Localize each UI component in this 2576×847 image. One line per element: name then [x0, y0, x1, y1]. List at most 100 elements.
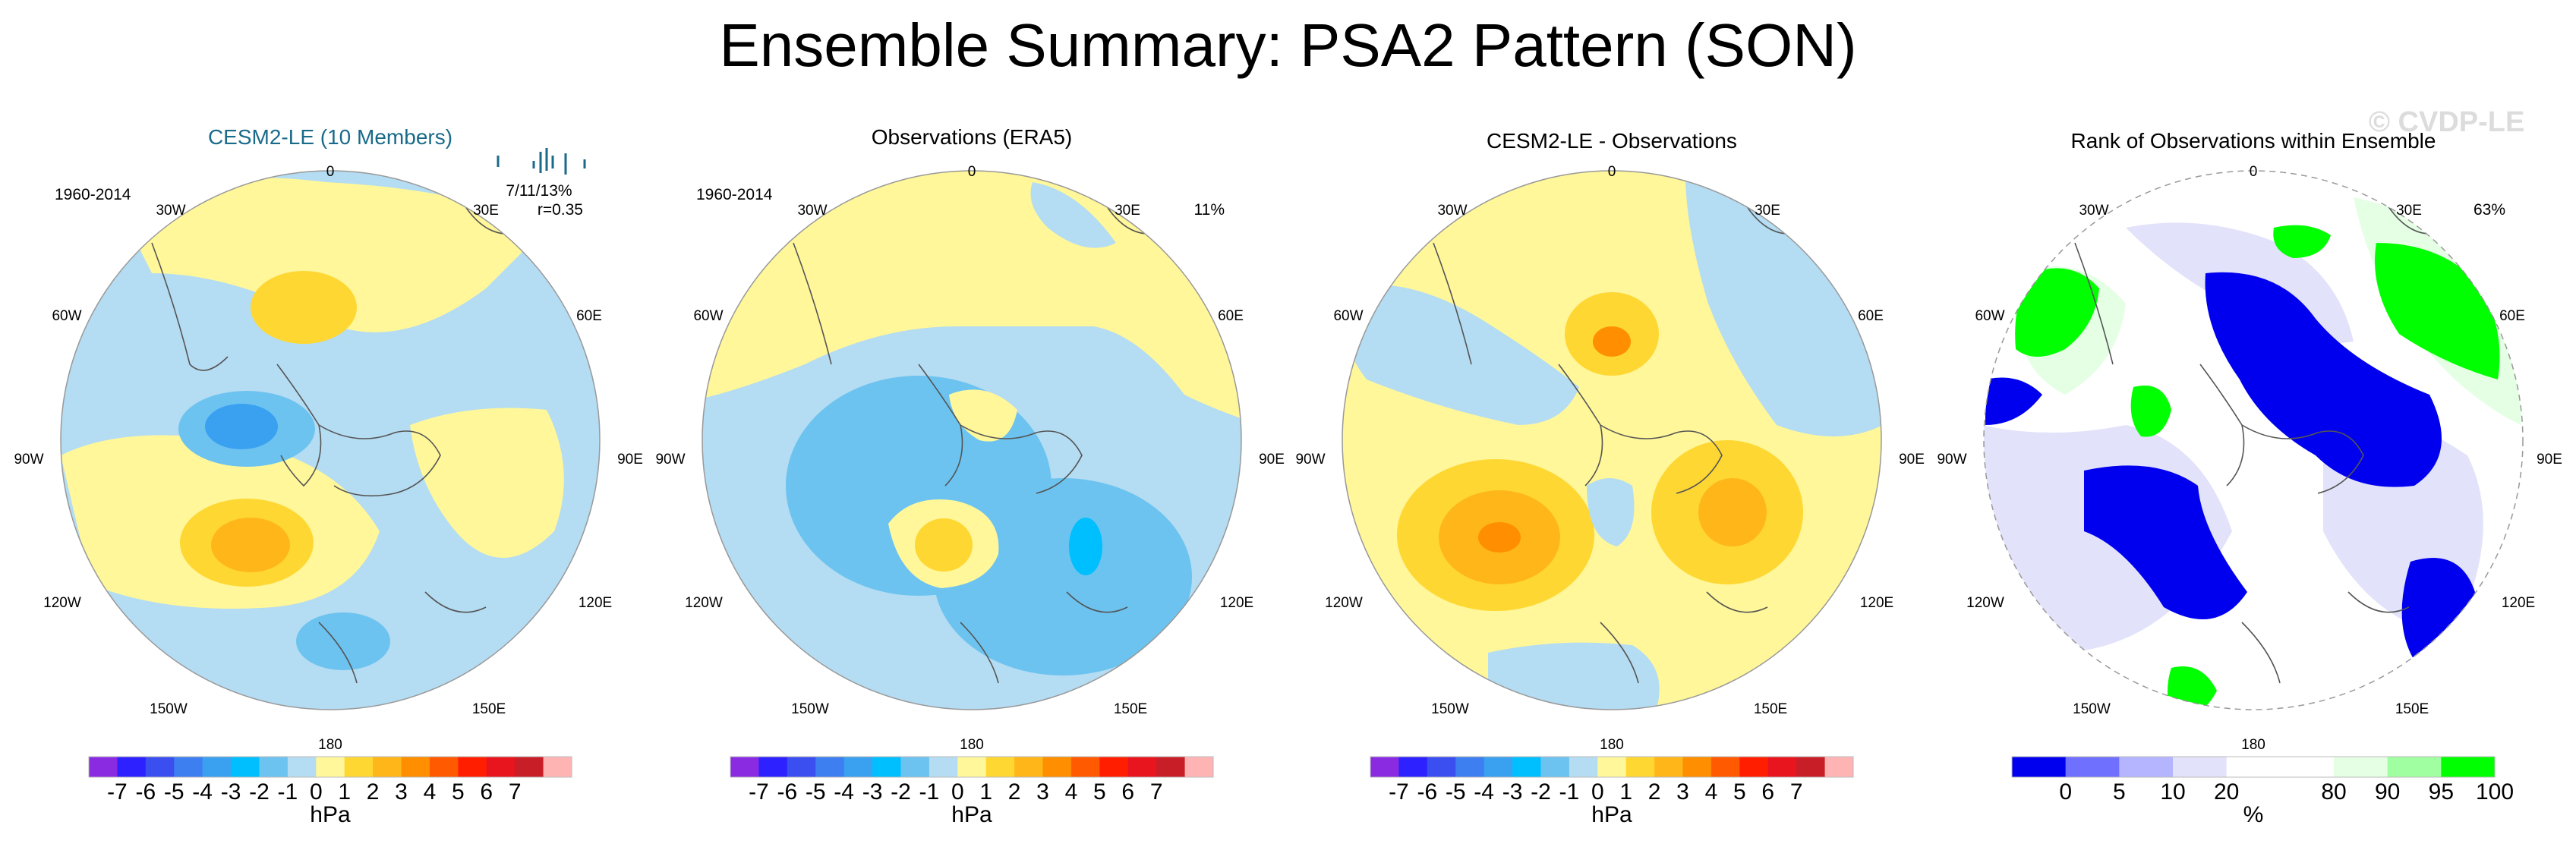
colorbar: -7 -6 -5 -4 -3 -2 -1 0 1 2 3 4 5 6 7 hPa — [88, 756, 572, 827]
colorbar-tick-label: 100 — [2476, 779, 2514, 804]
contour-high — [1593, 326, 1631, 357]
lon-label: 60E — [576, 308, 602, 324]
contour-low — [934, 478, 1192, 675]
colorbar-tick-label: 2 — [1648, 779, 1661, 804]
colorbar-tick-label: 0 — [1591, 779, 1604, 804]
rank-highest-region — [2130, 386, 2171, 437]
globe-edge — [1342, 170, 1882, 710]
lon-label: 150W — [2073, 701, 2111, 717]
colorbar-swatch — [2280, 757, 2335, 777]
colorbar: -7 -6 -5 -4 -3 -2 -1 0 1 2 3 4 5 6 7 hPa — [1370, 756, 1854, 827]
colorbar-swatch — [1398, 757, 1428, 777]
lon-label: 90E — [2537, 452, 2562, 468]
colorbar-frame — [2011, 756, 2496, 778]
rank-lowest-region — [2084, 465, 2247, 619]
colorbar-tick-label: 5 — [452, 779, 465, 804]
colorbar-swatch — [1099, 757, 1129, 777]
colorbar-swatch — [1682, 757, 1712, 777]
colorbar-tick-label: -7 — [107, 779, 128, 804]
panel-title: CESM2-LE - Observations — [1487, 129, 1737, 153]
colorbar-tick-label: -3 — [221, 779, 241, 804]
colorbar-tick-label: -1 — [1559, 779, 1580, 804]
colorbar-tick-label: -1 — [278, 779, 298, 804]
rank-lowest-region — [1985, 377, 2042, 425]
colorbar-swatch — [2173, 757, 2228, 777]
colorbar-tick-label: 2 — [1008, 779, 1021, 804]
colorbar-tick-label: 4 — [1705, 779, 1718, 804]
colorbar-swatch — [787, 757, 816, 777]
colorbar-swatch — [458, 757, 487, 777]
lon-label: 90E — [1899, 452, 1925, 468]
lon-label: 120W — [685, 595, 723, 611]
lon-label: 150E — [1114, 701, 1147, 717]
lon-label: 120W — [43, 595, 81, 611]
colorbar-swatch — [1654, 757, 1684, 777]
colorbar-swatch — [843, 757, 873, 777]
colorbar-swatch — [1569, 757, 1598, 777]
rank-lowest-region — [2205, 272, 2442, 487]
panel-cesm2-le: CESM2-LE (10 Members) 1960-2014 7/11/13%… — [14, 125, 642, 827]
colorbar-tick-label: 7 — [1150, 779, 1163, 804]
coastline — [1433, 189, 1814, 684]
colorbar-swatch — [1711, 757, 1740, 777]
lon-label: 90W — [1295, 452, 1325, 468]
colorbar-tick-label: -6 — [777, 779, 797, 804]
colorbar-tick-label: 1 — [338, 779, 351, 804]
colorbar-swatch — [1070, 757, 1100, 777]
lon-label: 120E — [579, 595, 612, 611]
colorbar-tick-label: -5 — [1446, 779, 1466, 804]
colorbar-tick-label: 5 — [1093, 779, 1106, 804]
panel-title: Observations (ERA5) — [872, 125, 1073, 149]
colorbar-swatch — [1512, 757, 1541, 777]
lon-label: 150E — [472, 701, 506, 717]
colorbar-tick-label: 7 — [509, 779, 522, 804]
lon-label: 150E — [2395, 701, 2429, 717]
colorbar-swatch — [872, 757, 901, 777]
colorbar-swatch — [1156, 757, 1186, 777]
lon-label: 180 — [318, 737, 342, 753]
colorbar-swatch — [174, 757, 203, 777]
lon-label: 60W — [693, 308, 723, 324]
colorbar-tick-label: 3 — [1676, 779, 1689, 804]
lon-label: 30W — [156, 203, 185, 219]
lon-label: 60W — [1333, 308, 1363, 324]
colorbar-swatch — [957, 757, 987, 777]
colorbar-tick-label: 3 — [395, 779, 408, 804]
colorbar-tick-label: 0 — [951, 779, 964, 804]
contour-low — [1069, 518, 1102, 575]
lon-label: 120E — [1860, 595, 1893, 611]
colorbar-tick-label: -4 — [834, 779, 854, 804]
longitude-labels: 0 30E 60E 90E 120E 150E 180 150W 120W 90… — [1295, 164, 1924, 753]
colorbar-swatch — [1597, 757, 1627, 777]
colorbar-swatch — [1427, 757, 1456, 777]
lon-label: 150W — [791, 701, 829, 717]
colorbar-tick-label: 2 — [367, 779, 380, 804]
panel-observations: Observations (ERA5) 1960-2014 11% 0 30E … — [655, 125, 1284, 827]
lon-label: 60W — [1975, 308, 2004, 324]
colorbar-swatch — [2441, 757, 2496, 777]
panel-difference: CESM2-LE - Observations 0 30E 60E 90E 12… — [1295, 129, 1924, 827]
negative-region — [1030, 182, 1116, 248]
colorbar-frame — [1370, 756, 1854, 778]
negative-region — [1342, 285, 1579, 425]
contour-high — [211, 518, 290, 572]
rank-spike-glyph — [497, 148, 586, 175]
colorbar-swatch — [486, 757, 516, 777]
colorbar-swatch — [231, 757, 260, 777]
colorbar: -7 -6 -5 -4 -3 -2 -1 0 1 2 3 4 5 6 7 hPa — [730, 756, 1214, 827]
colorbar-swatch — [259, 757, 288, 777]
percent-label: 63% — [2474, 201, 2505, 219]
colorbar-swatch — [1824, 757, 1854, 777]
lon-label: 120E — [1220, 595, 1253, 611]
colorbar-swatch — [929, 757, 958, 777]
rank-lowest-region — [2401, 558, 2475, 660]
longitude-labels: 0 30E 60E 90E 120E 150E 180 150W 120W 90… — [14, 164, 642, 753]
panel-rank: Rank of Observations within Ensemble 63%… — [1937, 129, 2562, 827]
colorbar-swatch — [89, 757, 118, 777]
colorbar-swatch — [1739, 757, 1769, 777]
colorbar-swatch — [429, 757, 459, 777]
globe-edge — [60, 170, 601, 710]
pattern-corr-label: r=0.35 — [538, 201, 583, 219]
colorbar-tick-label: 80 — [2321, 779, 2346, 804]
map-field — [702, 171, 1241, 710]
